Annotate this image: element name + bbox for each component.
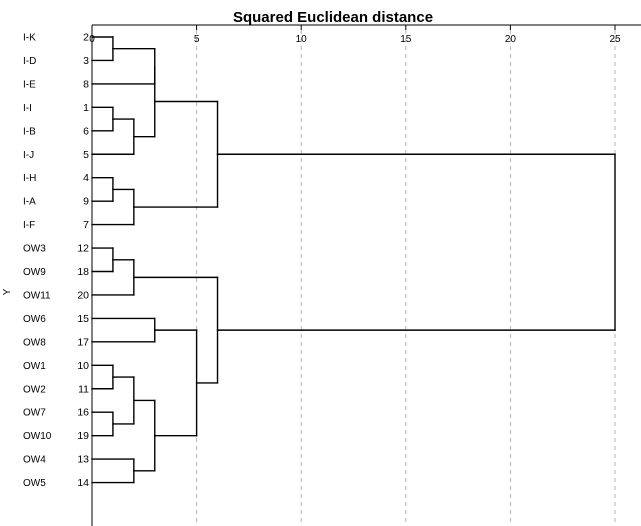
y-axis-label: Y: [2, 288, 13, 295]
chart-title: Squared Euclidean distance: [233, 9, 433, 26]
leaf-label: OW11: [23, 290, 51, 301]
leaf-case-number: 3: [83, 55, 89, 67]
leaf-case-number: 14: [77, 477, 89, 489]
leaf-case-number: 2: [83, 32, 89, 44]
leaf-label: OW10: [23, 431, 52, 442]
leaf-label: OW8: [23, 337, 46, 348]
leaf-case-number: 6: [83, 125, 89, 137]
leaf-case-number: 11: [78, 383, 89, 395]
leaf-label: OW3: [23, 244, 46, 255]
leaf-labels: I-K 2 I-D 3 I-E 8 I-I 1 I-B 6 I-J 5 I-H 4 I-A 9 I-F 7 OW3 1…: [23, 32, 89, 490]
leaf-case-number: 10: [77, 360, 89, 372]
dendrogram-links: [91, 36, 616, 484]
leaf-label: I-B: [23, 126, 36, 137]
leaf-label: I-F: [23, 220, 35, 231]
leaf-case-number: 15: [77, 313, 89, 325]
leaf-label: OW5: [23, 478, 46, 489]
leaf-label: I-H: [23, 173, 36, 184]
grid-lines: [196, 30, 616, 526]
leaf-label: I-A: [23, 197, 36, 208]
x-tick-label: 5: [194, 34, 200, 45]
leaf-label: I-E: [23, 79, 36, 90]
leaf-label: OW9: [23, 267, 46, 278]
leaf-label: I-K: [23, 33, 36, 44]
x-tick-label: 25: [609, 34, 621, 45]
leaf-case-number: 18: [77, 266, 89, 278]
leaf-case-number: 20: [77, 289, 89, 301]
leaf-label: OW2: [23, 384, 46, 395]
x-tick-label: 10: [296, 34, 308, 45]
leaf-label: OW6: [23, 314, 46, 325]
leaf-case-number: 5: [83, 149, 89, 161]
leaf-label: OW4: [23, 455, 46, 466]
leaf-case-number: 19: [77, 430, 89, 442]
leaf-case-number: 9: [83, 196, 89, 208]
x-tick-label: 20: [505, 34, 517, 45]
leaf-case-number: 13: [77, 454, 89, 466]
x-axis: 0510152025: [89, 24, 641, 526]
leaf-label: I-D: [23, 56, 36, 67]
leaf-case-number: 1: [83, 102, 89, 114]
leaf-case-number: 12: [77, 243, 89, 255]
leaf-label: I-J: [23, 150, 34, 161]
leaf-case-number: 7: [83, 219, 89, 231]
x-tick-label: 15: [400, 34, 412, 45]
leaf-label: OW1: [23, 361, 46, 372]
leaf-case-number: 17: [77, 336, 89, 348]
leaf-case-number: 4: [83, 172, 89, 184]
leaf-case-number: 8: [83, 78, 89, 90]
leaf-label: I-I: [23, 103, 32, 114]
leaf-label: OW7: [23, 408, 46, 419]
leaf-case-number: 16: [77, 407, 89, 419]
